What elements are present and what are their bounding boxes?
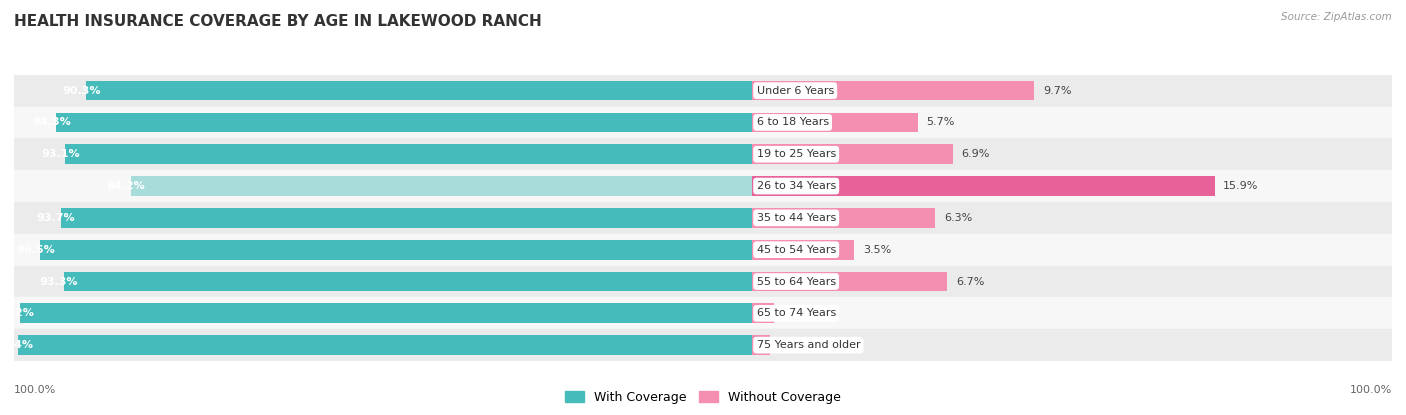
Bar [752, 234, 1392, 266]
Text: 99.4%: 99.4% [0, 340, 34, 350]
Text: 6.3%: 6.3% [945, 213, 973, 223]
Bar [14, 107, 752, 138]
Bar [14, 202, 752, 234]
Text: 55 to 64 Years: 55 to 64 Years [756, 276, 835, 286]
Bar [752, 202, 1392, 234]
Text: 35 to 44 Years: 35 to 44 Years [756, 213, 835, 223]
Bar [752, 298, 1392, 329]
Bar [752, 138, 1392, 170]
Text: HEALTH INSURANCE COVERAGE BY AGE IN LAKEWOOD RANCH: HEALTH INSURANCE COVERAGE BY AGE IN LAKE… [14, 14, 541, 29]
Text: 94.3%: 94.3% [32, 117, 70, 127]
Bar [752, 107, 1392, 138]
Text: 3.5%: 3.5% [863, 245, 891, 255]
Bar [752, 170, 1392, 202]
Text: 45 to 54 Years: 45 to 54 Years [756, 245, 835, 255]
Text: 99.2%: 99.2% [0, 308, 35, 318]
Bar [14, 138, 752, 170]
Text: 5.7%: 5.7% [927, 117, 955, 127]
Text: 96.5%: 96.5% [15, 245, 55, 255]
Text: 19 to 25 Years: 19 to 25 Years [756, 149, 835, 159]
Text: 65 to 74 Years: 65 to 74 Years [756, 308, 835, 318]
Text: 15.9%: 15.9% [1223, 181, 1258, 191]
Bar [86, 81, 752, 100]
Bar [752, 208, 935, 228]
Bar [14, 234, 752, 266]
Bar [752, 335, 770, 355]
Legend: With Coverage, Without Coverage: With Coverage, Without Coverage [561, 386, 845, 409]
Bar [39, 240, 752, 259]
Bar [752, 176, 1215, 196]
Bar [56, 112, 752, 132]
Bar [14, 170, 752, 202]
Text: 9.7%: 9.7% [1043, 85, 1071, 95]
Text: 90.3%: 90.3% [62, 85, 100, 95]
Bar [14, 329, 752, 361]
Bar [752, 266, 1392, 298]
Text: 75 Years and older: 75 Years and older [756, 340, 860, 350]
Text: 26 to 34 Years: 26 to 34 Years [756, 181, 835, 191]
Bar [14, 75, 752, 107]
Bar [752, 144, 953, 164]
Bar [65, 144, 752, 164]
Bar [752, 112, 918, 132]
Text: 6 to 18 Years: 6 to 18 Years [756, 117, 828, 127]
Bar [18, 335, 752, 355]
Text: 100.0%: 100.0% [14, 385, 56, 395]
Bar [20, 303, 752, 323]
Text: 0.76%: 0.76% [783, 308, 818, 318]
Bar [14, 298, 752, 329]
Text: 100.0%: 100.0% [1350, 385, 1392, 395]
Bar [752, 240, 853, 259]
Bar [752, 75, 1392, 107]
Text: 84.2%: 84.2% [107, 181, 145, 191]
Text: Under 6 Years: Under 6 Years [756, 85, 834, 95]
Bar [131, 176, 752, 196]
Bar [60, 208, 752, 228]
Bar [63, 272, 752, 291]
Bar [752, 272, 948, 291]
Text: 93.7%: 93.7% [37, 213, 76, 223]
Text: 0.61%: 0.61% [779, 340, 814, 350]
Text: 6.9%: 6.9% [962, 149, 990, 159]
Text: 6.7%: 6.7% [956, 276, 984, 286]
Text: 93.1%: 93.1% [41, 149, 80, 159]
Bar [752, 329, 1392, 361]
Text: 93.3%: 93.3% [39, 276, 79, 286]
Bar [14, 266, 752, 298]
Text: Source: ZipAtlas.com: Source: ZipAtlas.com [1281, 12, 1392, 22]
Bar [752, 303, 775, 323]
Bar [752, 81, 1035, 100]
